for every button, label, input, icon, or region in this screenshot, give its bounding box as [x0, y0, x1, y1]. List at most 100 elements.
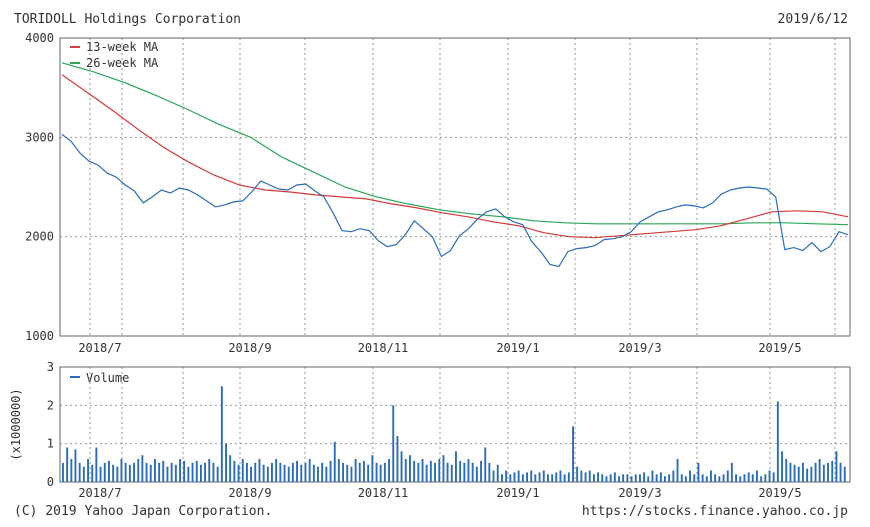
volume-bar	[367, 464, 370, 483]
volume-bar	[358, 462, 361, 482]
volume-bar	[266, 466, 269, 482]
volume-bar	[137, 459, 140, 482]
volume-bar	[429, 460, 432, 482]
volume-bar	[329, 460, 332, 482]
volume-bar	[501, 474, 503, 482]
volume-bar	[417, 462, 420, 482]
volume-bar	[166, 466, 169, 482]
volume-bar	[174, 464, 177, 483]
volume-bar	[321, 462, 324, 482]
volume-bar	[818, 459, 821, 482]
price-xtick-4: 2019/3	[618, 341, 661, 355]
volume-bar	[521, 474, 524, 482]
volume-bar	[730, 462, 733, 482]
volume-bar	[492, 470, 495, 482]
volume-bar	[446, 462, 449, 482]
volume-bar	[781, 451, 783, 482]
volume-bar	[810, 466, 813, 482]
volume-bar	[680, 474, 683, 482]
volume-xtick-1: 2018/9	[228, 486, 271, 500]
volume-bar	[99, 466, 102, 482]
volume-bar	[622, 474, 625, 482]
volume-bar	[647, 476, 650, 483]
volume-bar	[751, 474, 754, 482]
volume-xtick-0: 2018/7	[78, 486, 121, 500]
volume-xtick-3: 2019/1	[496, 486, 539, 500]
price-xtick-0: 2018/7	[78, 341, 121, 355]
volume-bar	[103, 462, 106, 482]
volume-bar	[250, 466, 252, 482]
price-ytick-3: 4000	[25, 31, 54, 45]
price-xtick-3: 2019/1	[496, 341, 539, 355]
company-title: TORIDOLL Holdings Corporation	[14, 12, 241, 27]
volume-bar	[735, 474, 737, 482]
volume-bar	[409, 455, 411, 482]
volume-bar	[563, 474, 566, 482]
volume-bar	[517, 470, 520, 482]
volume-bar	[797, 466, 800, 482]
volume-bar	[258, 459, 261, 482]
volume-xtick-2: 2018/11	[358, 486, 409, 500]
volume-bar	[697, 462, 700, 482]
volume-bar	[480, 460, 482, 482]
volume-bar	[66, 447, 69, 482]
volume-bar	[404, 459, 407, 482]
volume-bar	[475, 466, 478, 482]
volume-bar	[216, 466, 219, 482]
volume-bar	[513, 472, 516, 482]
volume-bar	[62, 462, 64, 482]
volume-bar	[413, 460, 416, 482]
price-xtick-5: 2019/5	[758, 341, 801, 355]
volume-bar	[764, 474, 767, 482]
volume-bar	[827, 462, 829, 482]
volume-bar	[128, 464, 131, 483]
legend-ma26-label: 26-week MA	[86, 56, 159, 70]
volume-bar	[191, 462, 194, 482]
price-ytick-1: 2000	[25, 230, 54, 244]
volume-bar	[392, 405, 395, 482]
volume-xtick-5: 2019/5	[758, 486, 801, 500]
volume-bar	[630, 476, 633, 483]
volume-bar	[371, 455, 374, 482]
source-url[interactable]: https://stocks.finance.yahoo.co.jp	[581, 504, 848, 519]
volume-bar	[379, 464, 382, 483]
volume-bar	[354, 459, 357, 482]
volume-bar	[342, 462, 344, 482]
volume-bar	[124, 462, 127, 482]
volume-bar	[684, 476, 687, 483]
volume-bar	[802, 462, 804, 482]
ma26-line	[61, 62, 849, 226]
volume-bar	[350, 466, 353, 482]
volume-bar	[74, 449, 77, 482]
volume-bar	[133, 462, 135, 482]
volume-bar	[639, 474, 641, 482]
volume-bar	[225, 443, 227, 482]
volume-bar	[396, 436, 399, 482]
volume-bar	[438, 459, 441, 482]
volume-bar	[162, 460, 165, 482]
price-ytick-0: 1000	[25, 329, 54, 343]
volume-bar	[542, 470, 545, 482]
volume-bar	[283, 464, 286, 483]
volume-bar	[212, 462, 215, 482]
volume-bar	[768, 470, 771, 482]
volume-bar	[312, 464, 315, 483]
volume-bar	[87, 459, 89, 482]
volume-bar	[839, 462, 842, 482]
volume-bar	[538, 472, 541, 482]
volume-bar	[584, 472, 587, 482]
volume-bar	[149, 464, 152, 483]
volume-bar	[496, 464, 499, 483]
volume-bar	[262, 464, 265, 483]
volume-bar	[183, 460, 186, 482]
volume-legend: Volume	[70, 371, 129, 385]
volume-bar	[471, 462, 474, 482]
chart-date: 2019/6/12	[777, 12, 848, 27]
price-ytick-2: 3000	[25, 130, 54, 144]
volume-ylabel: (x1000000)	[9, 388, 23, 460]
volume-bar	[776, 401, 779, 482]
volume-bar	[434, 462, 436, 482]
volume-bar	[831, 460, 834, 482]
volume-bar	[714, 474, 717, 482]
volume-bar	[605, 476, 608, 483]
